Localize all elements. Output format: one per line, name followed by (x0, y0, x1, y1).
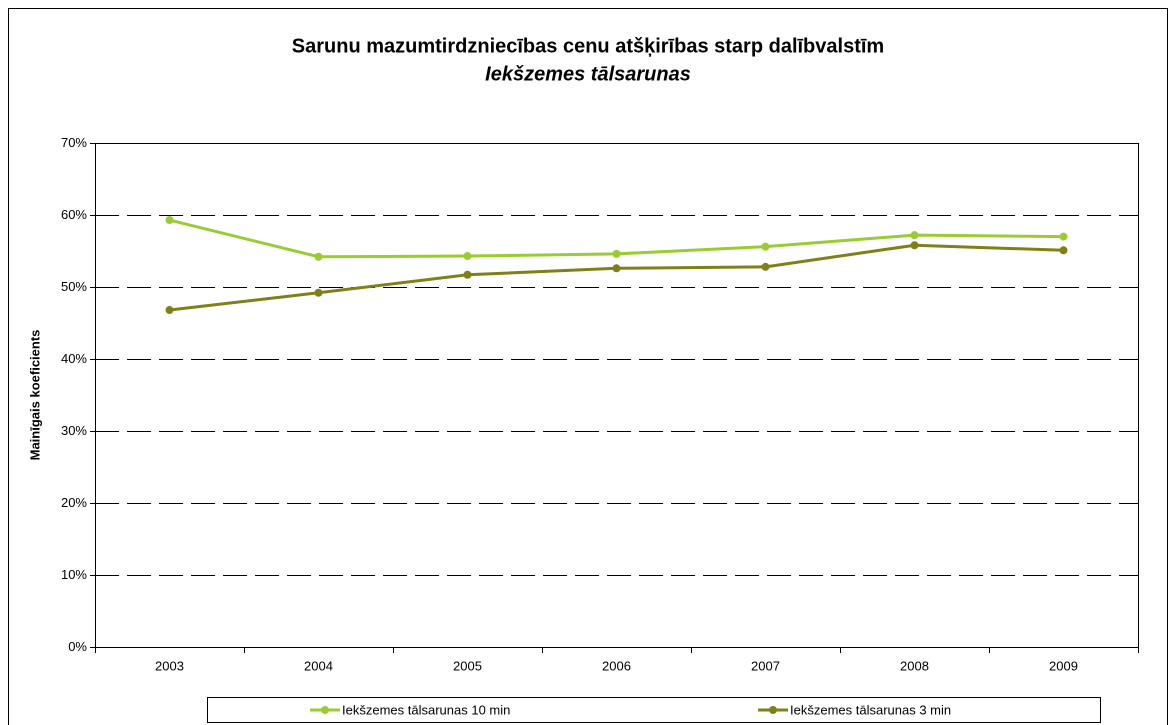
y-tick-label: 50% (61, 279, 87, 294)
legend-label: Iekšzemes tālsarunas 10 min (342, 702, 510, 717)
data-point (314, 252, 323, 261)
data-point (612, 249, 621, 258)
data-point (761, 242, 770, 251)
x-tick-label: 2005 (453, 658, 482, 673)
x-tick-label: 2006 (602, 658, 631, 673)
x-tick-label: 2007 (751, 658, 780, 673)
data-point (463, 252, 472, 261)
plot-area (95, 143, 1139, 648)
chart-subtitle: Iekšzemes tālsarunas (485, 63, 691, 85)
data-point (910, 231, 919, 240)
legend-marker (769, 706, 777, 714)
y-tick-label: 40% (61, 351, 87, 366)
x-tick-label: 2009 (1049, 658, 1078, 673)
y-tick-label: 70% (61, 135, 87, 150)
data-point (1059, 232, 1068, 241)
y-tick-label: 0% (68, 639, 87, 654)
data-point (165, 306, 174, 315)
x-tick-label: 2003 (155, 658, 184, 673)
y-tick-label: 10% (61, 567, 87, 582)
legend-box (207, 697, 1101, 723)
data-point (1059, 246, 1068, 255)
data-point (463, 270, 472, 279)
y-tick-label: 60% (61, 207, 87, 222)
data-point (910, 241, 919, 250)
data-point (761, 262, 770, 271)
y-axis-label: Mainīgais koeficients (27, 330, 42, 461)
data-point (612, 264, 621, 273)
y-tick-label: 30% (61, 423, 87, 438)
legend-marker (321, 706, 329, 714)
data-point (165, 216, 174, 225)
x-tick-label: 2008 (900, 658, 929, 673)
y-tick-label: 20% (61, 495, 87, 510)
chart-title: Sarunu mazumtirdzniecības cenu atšķirība… (292, 35, 884, 57)
x-tick-label: 2004 (304, 658, 333, 673)
legend-label: Iekšzemes tālsarunas 3 min (790, 702, 951, 717)
data-point (314, 288, 323, 297)
